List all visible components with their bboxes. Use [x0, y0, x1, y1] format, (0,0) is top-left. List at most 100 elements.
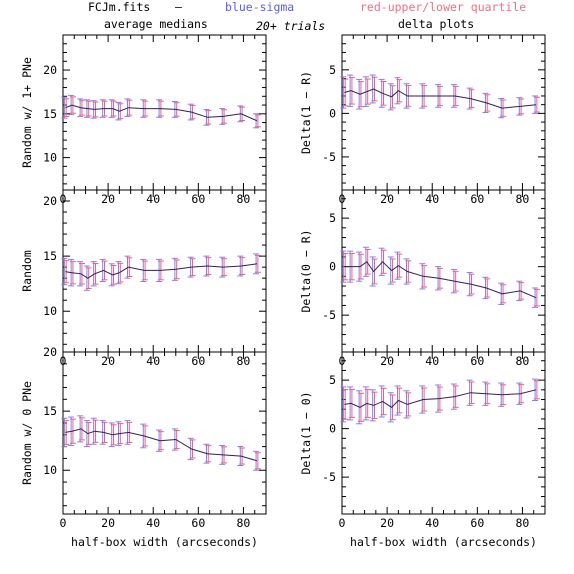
- y-axis-label: Random: [20, 250, 34, 292]
- legend-red-quartile: red-upper/lower quartile: [360, 0, 527, 14]
- x-tick-label: 0: [339, 516, 346, 530]
- panel-left-bottom: 0 20 40 60 80 10 15 20 Random w/ 0 PNe half-box w…: [20, 345, 267, 549]
- panel-frame: [341, 34, 546, 191]
- y-tick-label: 15: [43, 404, 57, 418]
- error-bar-quartile: [533, 96, 540, 113]
- y-tick-label: 10: [43, 151, 57, 165]
- error-bar-sigma: [369, 256, 376, 287]
- x-tick-label: 20: [380, 354, 394, 368]
- y-tick-label: 0: [329, 260, 336, 274]
- x-tick-label: 80: [237, 192, 251, 206]
- x-tick-label: 80: [516, 354, 530, 368]
- error-bar-quartile: [380, 249, 387, 274]
- error-bar-sigma: [340, 76, 347, 109]
- error-bar-sigma: [90, 261, 97, 287]
- x-tick-label: 60: [191, 354, 205, 368]
- series-line: [344, 261, 537, 299]
- x-tick-label: 20: [101, 516, 115, 530]
- y-axis-label: Delta(1 − R): [299, 71, 313, 154]
- error-bar-quartile: [254, 452, 261, 470]
- x-tick-label: 0: [60, 516, 67, 530]
- y-tick-label: 15: [43, 249, 57, 263]
- x-tick-label: 60: [470, 192, 484, 206]
- y-tick-label: 20: [43, 345, 57, 359]
- error-bar-quartile: [389, 258, 396, 283]
- y-axis-label: Delta(1 − 0): [299, 391, 313, 474]
- error-bar-quartile: [78, 417, 85, 441]
- x-tick-label: 80: [237, 516, 251, 530]
- x-tick-label: 20: [101, 354, 115, 368]
- error-bar-quartile: [254, 254, 261, 273]
- x-tick-label: 60: [470, 354, 484, 368]
- y-axis-label: Random w/ 0 PNe: [20, 381, 34, 485]
- right-column-title: delta plots: [398, 17, 475, 31]
- x-tick-label: 20: [380, 192, 394, 206]
- y-tick-label: 10: [43, 463, 57, 477]
- x-tick-label: 20: [380, 516, 394, 530]
- x-tick-label: 80: [237, 354, 251, 368]
- series-line: [65, 428, 258, 462]
- y-tick-label: 5: [329, 211, 336, 225]
- error-bar-sigma: [387, 256, 394, 285]
- error-bar-quartile: [533, 288, 540, 307]
- x-tick-label: 60: [470, 516, 484, 530]
- y-tick-label: 10: [43, 304, 57, 318]
- error-bar-quartile: [380, 387, 387, 416]
- y-tick-label: 0: [329, 106, 336, 120]
- error-bar-sigma: [394, 77, 401, 105]
- error-bar-sigma: [394, 251, 401, 280]
- y-tick-label: 20: [43, 194, 57, 208]
- error-bar-sigma: [61, 96, 68, 119]
- x-tick-label: 40: [425, 354, 439, 368]
- x-tick-label: 40: [146, 192, 160, 206]
- error-bar-quartile: [364, 248, 371, 275]
- error-bar-sigma: [61, 257, 68, 286]
- y-tick-label: -5: [322, 308, 336, 322]
- y-tick-label: -5: [322, 150, 336, 164]
- x-tick-label: 80: [516, 192, 530, 206]
- left-column-title: average medians: [104, 17, 208, 31]
- y-tick-label: -5: [322, 470, 336, 484]
- error-bar-quartile: [396, 253, 403, 278]
- error-bar-quartile: [533, 380, 540, 400]
- panel-frame: [341, 351, 546, 515]
- series-line: [65, 263, 258, 279]
- y-axis-label: Delta(0 − R): [299, 229, 313, 312]
- error-bar-sigma: [340, 250, 347, 283]
- x-axis-label: half-box width (arcseconds): [71, 535, 258, 549]
- legend-blue-sigma: blue-sigma: [225, 0, 295, 14]
- panel-right-bottom: 0 20 40 60 80 -5 0 5 Delta(1 − 0) half-box width …: [299, 351, 546, 549]
- error-bar-sigma: [394, 385, 401, 416]
- error-bar-quartile: [78, 262, 85, 285]
- x-tick-label: 40: [425, 192, 439, 206]
- header-file-label: FCJm.fits: [88, 0, 151, 14]
- y-tick-label: 20: [43, 63, 57, 77]
- error-bar-sigma: [61, 417, 68, 448]
- error-bar-sigma: [378, 247, 385, 276]
- x-tick-label: 40: [146, 354, 160, 368]
- error-bar-sigma: [340, 386, 347, 423]
- x-tick-label: 40: [146, 516, 160, 530]
- y-axis-label: Random w/ 1+ PNe: [20, 57, 34, 168]
- x-tick-label: 60: [191, 192, 205, 206]
- y-tick-label: 0: [329, 422, 336, 436]
- error-bar-quartile: [371, 258, 378, 285]
- x-tick-label: 80: [516, 516, 530, 530]
- error-bar-quartile: [389, 85, 396, 109]
- x-tick-label: 60: [191, 516, 205, 530]
- error-bar-sigma: [362, 246, 369, 277]
- x-tick-label: 40: [425, 516, 439, 530]
- error-bar-quartile: [254, 114, 261, 128]
- series-line: [344, 389, 537, 408]
- x-axis-label: half-box width (arcseconds): [350, 535, 537, 549]
- x-tick-label: 20: [101, 192, 115, 206]
- header-dash: —: [175, 0, 182, 14]
- trials-note: 20+ trials: [256, 19, 326, 33]
- series-line: [344, 88, 537, 109]
- error-bar-quartile: [357, 253, 364, 280]
